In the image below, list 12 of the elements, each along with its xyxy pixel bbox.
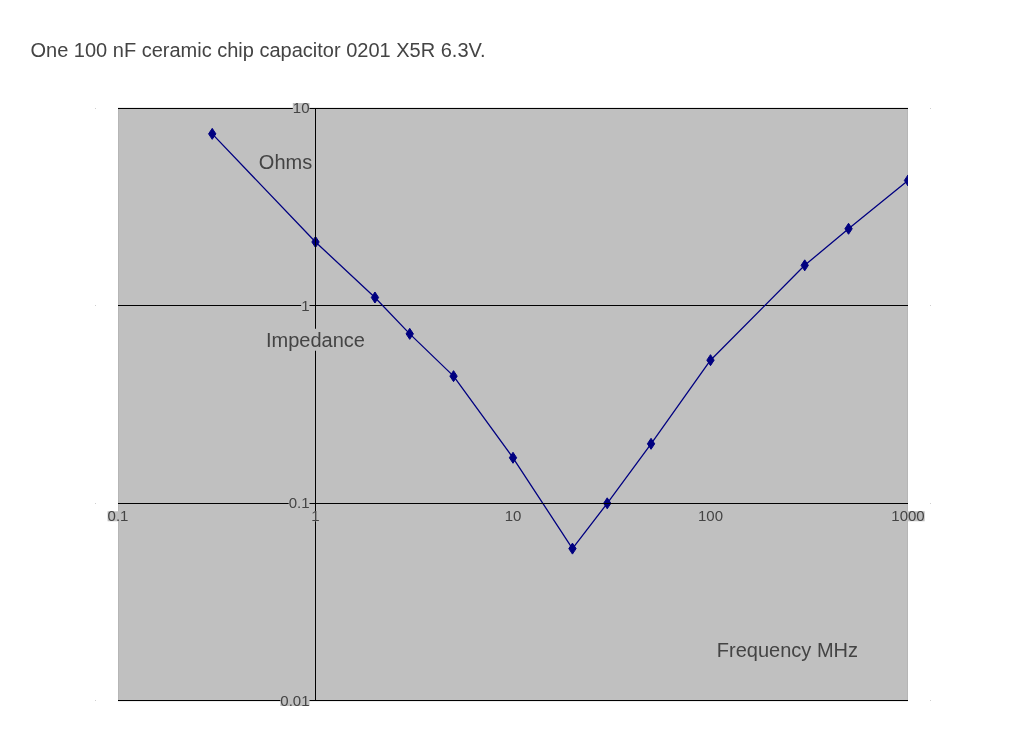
y-axis-title: Impedance xyxy=(266,328,365,351)
y-tick-label: 0.1 xyxy=(288,494,310,512)
x-tick-label: 0.1 xyxy=(107,507,129,525)
y-tick-label: 0.01 xyxy=(280,691,310,709)
y-tick-label: 1 xyxy=(301,296,310,314)
x-axis-title: Frequency MHz xyxy=(716,638,858,661)
chart-title: One 100 nF ceramic chip capacitor 0201 X5R 6.3V. xyxy=(30,38,486,61)
annotation: Ohms xyxy=(258,151,313,174)
x-tick-label: 1000 xyxy=(891,507,925,525)
x-tick-label: 100 xyxy=(697,507,724,525)
y-tick-label: 10 xyxy=(292,99,310,117)
x-tick-label: 10 xyxy=(504,507,522,525)
